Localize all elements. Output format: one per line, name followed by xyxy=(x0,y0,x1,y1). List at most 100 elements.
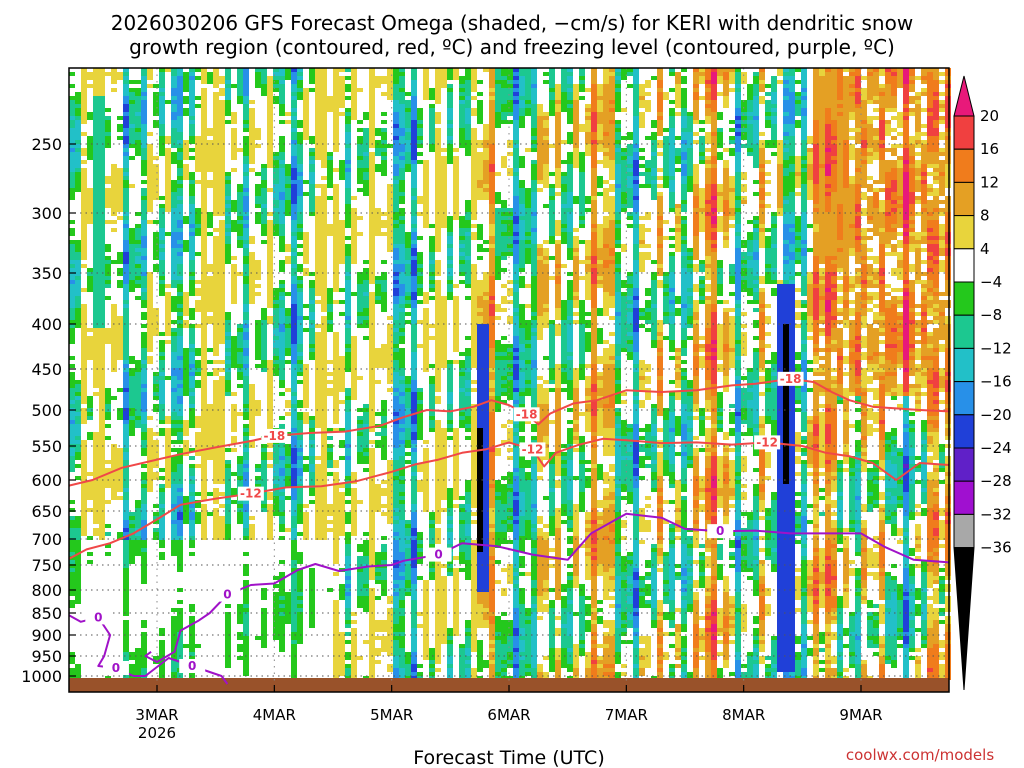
omega-cell xyxy=(297,68,303,72)
omega-cell xyxy=(159,536,165,540)
omega-cell xyxy=(339,492,345,496)
omega-cell xyxy=(225,80,231,84)
omega-cell xyxy=(237,504,243,508)
omega-cell xyxy=(267,380,273,384)
omega-cell xyxy=(195,380,201,384)
omega-cell xyxy=(357,600,363,604)
omega-cell xyxy=(225,256,231,260)
omega-cell xyxy=(363,580,369,584)
omega-cell xyxy=(117,456,123,460)
omega-cell xyxy=(189,404,195,408)
omega-cell xyxy=(195,364,201,368)
omega-cell xyxy=(381,448,387,452)
omega-cell xyxy=(189,540,195,544)
omega-cell xyxy=(315,280,321,284)
omega-cell xyxy=(351,528,357,532)
omega-cell xyxy=(153,432,159,436)
omega-cell xyxy=(243,616,249,620)
omega-cell xyxy=(93,72,99,76)
omega-cell xyxy=(243,340,249,344)
omega-cell xyxy=(231,488,237,492)
omega-cell xyxy=(291,392,297,396)
omega-cell xyxy=(243,596,249,600)
omega-cell xyxy=(285,444,291,448)
omega-cell xyxy=(195,440,201,444)
omega-cell xyxy=(285,608,291,612)
omega-cell xyxy=(279,424,285,428)
omega-cell xyxy=(351,672,357,676)
omega-cell xyxy=(201,180,207,184)
omega-cell xyxy=(243,268,249,272)
omega-cell xyxy=(297,168,303,172)
omega-cell xyxy=(153,184,159,188)
omega-cell xyxy=(303,504,309,508)
omega-cell xyxy=(369,204,375,208)
omega-cell xyxy=(297,280,303,284)
omega-cell xyxy=(177,532,183,536)
omega-cell xyxy=(111,352,117,356)
omega-cell xyxy=(207,80,213,84)
omega-cell xyxy=(135,396,141,400)
omega-cell xyxy=(369,496,375,500)
omega-cell xyxy=(333,380,339,384)
omega-cell xyxy=(315,288,321,292)
omega-cell xyxy=(273,616,279,620)
omega-cell xyxy=(273,596,279,600)
omega-cell xyxy=(123,88,129,92)
omega-cell xyxy=(285,200,291,204)
omega-cell xyxy=(165,416,171,420)
omega-cell xyxy=(375,380,381,384)
omega-cell xyxy=(321,332,327,336)
omega-cell xyxy=(219,148,225,152)
omega-cell xyxy=(309,500,315,504)
omega-cell xyxy=(129,120,135,124)
omega-cell xyxy=(345,172,351,176)
omega-cell xyxy=(303,272,309,276)
omega-cell xyxy=(171,660,177,664)
omega-cell xyxy=(141,124,147,128)
omega-cell xyxy=(249,388,255,392)
omega-cell xyxy=(165,316,171,320)
omega-cell xyxy=(279,496,285,500)
omega-cell xyxy=(243,204,249,208)
omega-cell xyxy=(135,136,141,140)
omega-cell xyxy=(297,516,303,520)
omega-cell xyxy=(321,392,327,396)
omega-cell xyxy=(201,260,207,264)
omega-cell xyxy=(189,476,195,480)
omega-cell xyxy=(153,240,159,244)
omega-cell xyxy=(171,212,177,216)
omega-cell xyxy=(123,412,129,416)
omega-cell xyxy=(75,668,81,672)
omega-cell xyxy=(195,432,201,436)
omega-cell xyxy=(393,460,399,464)
omega-cell xyxy=(399,296,405,300)
omega-cell xyxy=(345,84,351,88)
omega-cell xyxy=(315,340,321,344)
omega-cell xyxy=(225,364,231,368)
omega-cell xyxy=(147,148,153,152)
omega-cell xyxy=(75,96,81,100)
omega-cell xyxy=(201,92,207,96)
omega-cell xyxy=(141,424,147,428)
omega-cell xyxy=(243,96,249,100)
omega-cell xyxy=(393,220,399,224)
omega-cell xyxy=(123,168,129,172)
omega-cell xyxy=(261,632,267,636)
omega-cell xyxy=(135,548,141,552)
omega-cell xyxy=(123,396,129,400)
omega-cell xyxy=(201,264,207,268)
omega-cell xyxy=(375,500,381,504)
omega-cell xyxy=(297,236,303,240)
omega-cell xyxy=(261,464,267,468)
omega-cell xyxy=(333,608,339,612)
omega-cell xyxy=(213,400,219,404)
omega-cell xyxy=(351,80,357,84)
omega-cell xyxy=(219,76,225,80)
omega-cell xyxy=(177,172,183,176)
omega-cell xyxy=(267,236,273,240)
omega-cell xyxy=(177,656,183,660)
omega-cell xyxy=(291,144,297,148)
omega-cell xyxy=(237,476,243,480)
omega-cell xyxy=(129,540,135,544)
